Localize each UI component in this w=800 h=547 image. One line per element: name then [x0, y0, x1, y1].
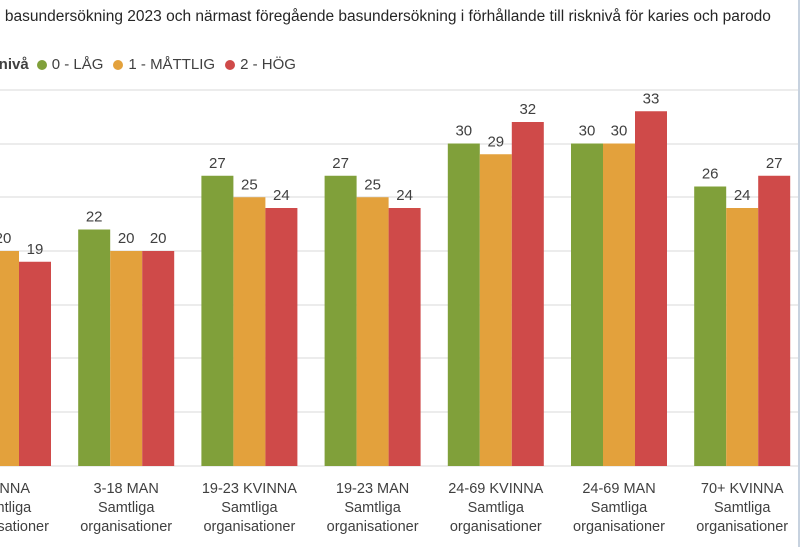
category-label: 3-18 MAN [94, 481, 159, 497]
bar [265, 208, 298, 466]
data-label: 30 [455, 123, 472, 140]
bar [356, 197, 389, 466]
category-label: organisationer [80, 519, 172, 535]
data-label: 20 [150, 230, 167, 247]
category-label: 19-23 MAN [336, 481, 409, 497]
legend-label-high: 2 - HÖG [240, 56, 296, 73]
data-label: 27 [766, 155, 783, 172]
legend-marker-moderate [113, 59, 124, 70]
legend-marker-high [225, 59, 236, 70]
legend-label-low: 0 - LÅG [51, 56, 104, 73]
bar [201, 175, 234, 466]
data-label: 26 [702, 166, 719, 183]
legend-item-low: 0 - LÅG [36, 56, 104, 73]
category-label: Samtliga [344, 500, 401, 516]
bar [758, 175, 791, 466]
category-label: Samtliga [98, 500, 155, 516]
data-label: 20 [118, 230, 135, 247]
bar [0, 251, 19, 466]
data-label: 30 [611, 123, 628, 140]
category-label: Samtliga [0, 500, 32, 516]
legend-marker-low [36, 59, 47, 70]
bar [694, 186, 727, 466]
data-label: 20 [0, 230, 11, 247]
bar [110, 251, 143, 466]
bar [19, 261, 51, 466]
legend: sknivå 0 - LÅG 1 - MÅTTLIG 2 - HÖG [0, 56, 306, 73]
data-label: 29 [487, 133, 504, 150]
category-label: 24-69 KVINNA [448, 481, 543, 497]
chart-title: n basundersökning 2023 och närmast föreg… [0, 8, 771, 25]
data-label: 24 [734, 187, 751, 204]
bar [324, 175, 357, 466]
data-label: 27 [209, 155, 226, 172]
data-label: 22 [86, 209, 103, 226]
bar [511, 122, 544, 466]
category-label: organisationer [0, 519, 49, 535]
frame-border [798, 0, 800, 547]
category-label: organisationer [327, 519, 419, 535]
bar [447, 143, 480, 466]
bar [78, 229, 111, 466]
data-label: 19 [27, 241, 44, 258]
data-label: 30 [579, 123, 596, 140]
data-label: 33 [643, 90, 660, 107]
data-label: 27 [332, 155, 349, 172]
bar [726, 208, 759, 466]
bar [479, 154, 512, 466]
bar [388, 208, 421, 466]
category-label: Samtliga [714, 500, 771, 516]
category-label: Samtliga [468, 500, 525, 516]
category-label: organisationer [450, 519, 542, 535]
legend-title: sknivå [0, 56, 29, 73]
category-label: organisationer [203, 519, 295, 535]
category-label: KVINNA [0, 481, 30, 497]
category-label: Samtliga [591, 500, 648, 516]
bar [142, 251, 175, 466]
bar [603, 143, 635, 466]
category-label: 24-69 MAN [582, 481, 655, 497]
legend-item-high: 2 - HÖG [225, 56, 296, 73]
category-label: organisationer [573, 519, 665, 535]
data-label: 25 [241, 176, 258, 193]
legend-item-moderate: 1 - MÅTTLIG [113, 56, 215, 73]
legend-label-moderate: 1 - MÅTTLIG [128, 56, 216, 73]
data-label: 32 [519, 101, 536, 118]
category-label: Samtliga [221, 500, 278, 516]
bar [635, 111, 667, 466]
data-label: 25 [364, 176, 381, 193]
category-label: organisationer [696, 519, 788, 535]
bar [233, 197, 266, 466]
data-label: 24 [396, 187, 413, 204]
bar [571, 143, 603, 466]
category-label: 19-23 KVINNA [202, 481, 297, 497]
category-label: 70+ KVINNA [701, 481, 784, 497]
data-label: 24 [273, 187, 290, 204]
